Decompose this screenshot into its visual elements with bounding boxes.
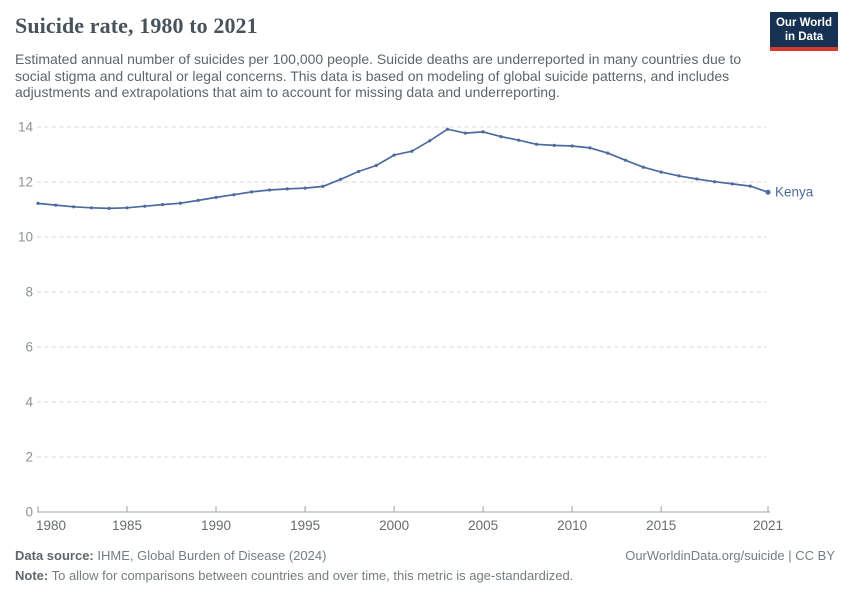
data-point-kenya-1990[interactable]: [214, 195, 218, 199]
note-line: Note: To allow for comparisons between c…: [15, 568, 573, 583]
data-point-kenya-2006[interactable]: [499, 135, 503, 139]
data-point-kenya-2013[interactable]: [624, 158, 628, 162]
data-point-kenya-2016[interactable]: [677, 174, 681, 178]
x-axis-tick-label-1985: 1985: [112, 518, 142, 533]
data-point-kenya-2017[interactable]: [695, 177, 699, 181]
data-source-line: Data source: IHME, Global Burden of Dise…: [15, 548, 326, 563]
x-axis-tick-label-2005: 2005: [468, 518, 498, 533]
data-point-kenya-1992[interactable]: [250, 190, 254, 194]
data-point-kenya-1989[interactable]: [196, 198, 200, 202]
series-end-label-kenya[interactable]: Kenya: [775, 185, 814, 200]
y-axis-tick-label-2: 2: [25, 450, 33, 465]
data-point-kenya-1980[interactable]: [36, 201, 40, 205]
x-axis-tick-label-1995: 1995: [290, 518, 320, 533]
data-point-kenya-1984[interactable]: [107, 206, 111, 210]
note-label: Note:: [15, 568, 49, 583]
data-point-kenya-2020[interactable]: [748, 184, 752, 188]
data-point-kenya-2012[interactable]: [606, 151, 610, 155]
data-point-kenya-2021[interactable]: [765, 189, 771, 195]
data-point-kenya-2002[interactable]: [428, 139, 432, 143]
x-axis-tick-label-2000: 2000: [379, 518, 409, 533]
x-axis-tick-label-2015: 2015: [646, 518, 676, 533]
data-point-kenya-2015[interactable]: [659, 170, 663, 174]
x-axis-tick-label-2010: 2010: [557, 518, 587, 533]
data-point-kenya-1999[interactable]: [374, 163, 378, 168]
data-point-kenya-2008[interactable]: [534, 142, 539, 146]
data-source-text: IHME, Global Burden of Disease (2024): [93, 548, 327, 563]
data-point-kenya-1981[interactable]: [54, 203, 58, 207]
y-axis-tick-label-4: 4: [25, 395, 33, 410]
x-axis-tick-label-1990: 1990: [201, 518, 231, 533]
data-point-kenya-1987[interactable]: [161, 203, 165, 207]
data-point-kenya-2001[interactable]: [410, 149, 414, 153]
data-source-label: Data source:: [15, 548, 94, 563]
owid-logo-line1: Our World: [775, 17, 832, 29]
y-axis-tick-label-0: 0: [25, 505, 33, 520]
y-axis-tick-label-6: 6: [25, 340, 33, 355]
data-point-kenya-1982[interactable]: [72, 205, 76, 209]
data-point-kenya-1998[interactable]: [356, 169, 361, 174]
data-point-kenya-1997[interactable]: [339, 177, 343, 181]
data-point-kenya-1988[interactable]: [178, 201, 182, 205]
data-point-kenya-2018[interactable]: [713, 180, 717, 184]
data-point-kenya-2009[interactable]: [552, 143, 556, 147]
x-axis-tick-label-1980: 1980: [36, 518, 66, 533]
x-axis-tick-label-2021: 2021: [753, 518, 783, 533]
y-axis-tick-label-10: 10: [18, 230, 33, 245]
license-text[interactable]: OurWorldinData.org/suicide | CC BY: [625, 548, 835, 563]
data-point-kenya-2019[interactable]: [730, 182, 735, 186]
y-axis-tick-label-8: 8: [25, 285, 33, 300]
y-axis-tick-label-12: 12: [18, 175, 33, 190]
data-point-kenya-1986[interactable]: [143, 204, 147, 208]
chart-title: Suicide rate, 1980 to 2021: [15, 13, 258, 38]
data-point-kenya-2005[interactable]: [481, 130, 485, 134]
note-text: To allow for comparisons between countri…: [48, 568, 574, 583]
owid-logo[interactable]: Our World in Data: [770, 12, 838, 51]
chart-subtitle: Estimated annual number of suicides per …: [15, 51, 742, 100]
data-point-kenya-2007[interactable]: [517, 138, 521, 142]
data-point-kenya-1985[interactable]: [125, 206, 129, 210]
y-axis-tick-label-14: 14: [18, 120, 34, 135]
data-point-kenya-1993[interactable]: [267, 188, 272, 192]
data-point-kenya-2014[interactable]: [641, 165, 646, 169]
data-point-kenya-2003[interactable]: [445, 127, 450, 131]
data-point-kenya-1991[interactable]: [232, 193, 236, 197]
data-point-kenya-1996[interactable]: [321, 184, 325, 188]
data-point-kenya-2011[interactable]: [588, 146, 592, 150]
data-point-kenya-1995[interactable]: [303, 186, 307, 190]
data-point-kenya-2010[interactable]: [570, 144, 574, 148]
data-point-kenya-1994[interactable]: [285, 187, 289, 191]
data-point-kenya-1983[interactable]: [89, 206, 93, 210]
data-point-kenya-2000[interactable]: [392, 153, 396, 157]
owid-logo-line2: in Data: [784, 31, 824, 43]
series-line-kenya[interactable]: [37, 128, 769, 210]
data-point-kenya-2004[interactable]: [463, 131, 467, 135]
